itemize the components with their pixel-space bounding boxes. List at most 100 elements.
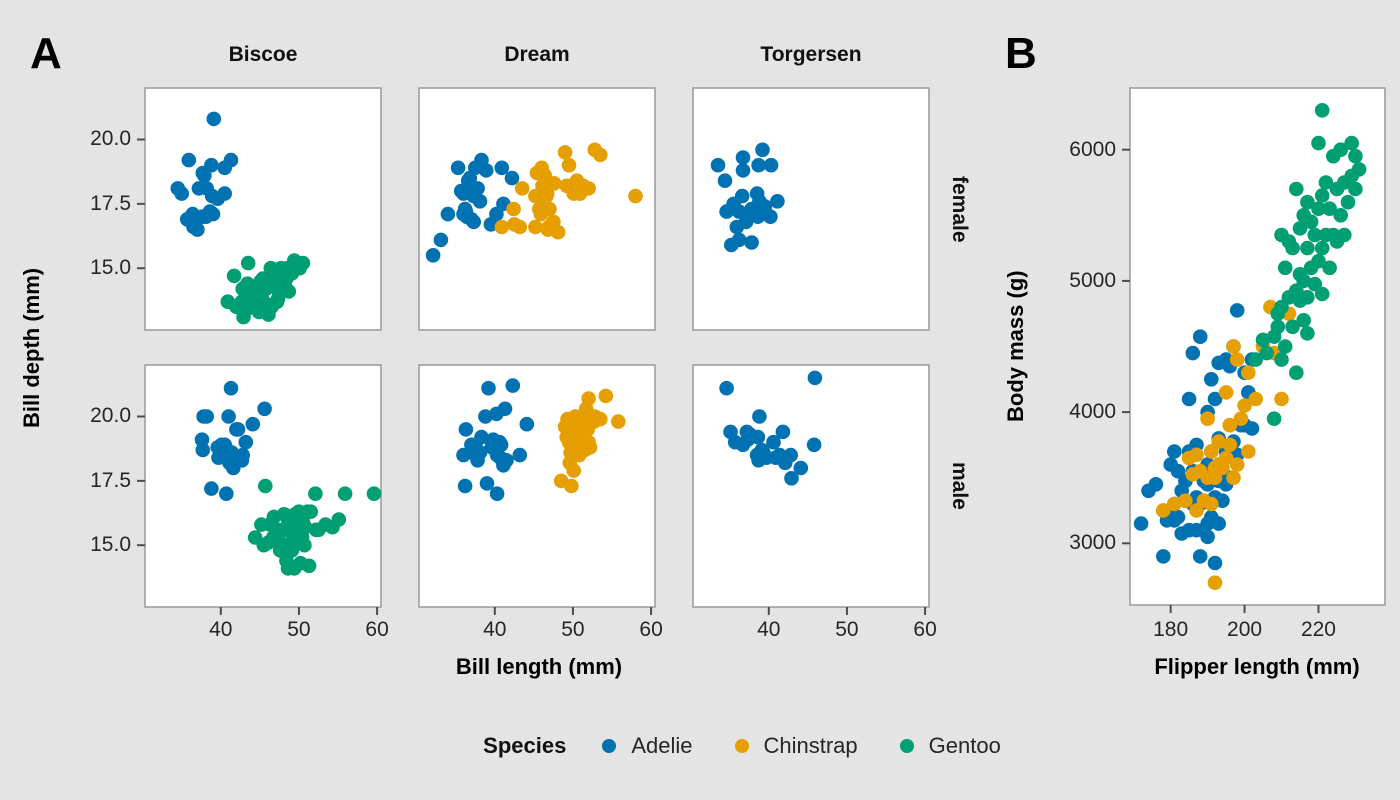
- data-point-adelie: [735, 150, 751, 165]
- panel-a-y-tick-label: 20.0: [90, 127, 131, 151]
- data-point-adelie: [1229, 303, 1245, 318]
- data-point-adelie: [174, 186, 189, 201]
- data-point-gentoo: [258, 478, 273, 494]
- data-point-adelie: [744, 235, 759, 250]
- panel-a-y-tick-label: 17.5: [90, 468, 131, 492]
- data-point-adelie: [1185, 345, 1201, 361]
- panel-b-y-axis-title: Body mass (g): [1003, 270, 1028, 423]
- data-point-adelie: [478, 163, 494, 178]
- data-point-adelie: [752, 409, 767, 424]
- data-point-adelie: [489, 486, 505, 501]
- panel-a-x-tick-label: 40: [209, 618, 233, 641]
- data-point-chinstrap: [598, 388, 614, 404]
- data-point-adelie: [195, 442, 211, 458]
- data-point-adelie: [766, 434, 781, 450]
- data-point-gentoo: [331, 512, 347, 527]
- legend-item-gentoo: Gentoo: [899, 733, 1001, 759]
- data-point-adelie: [806, 437, 822, 453]
- data-point-gentoo: [1266, 411, 1282, 427]
- legend-item-adelie: Adelie: [602, 733, 693, 759]
- data-point-gentoo: [1311, 201, 1326, 216]
- data-point-gentoo: [1259, 345, 1274, 361]
- data-point-gentoo: [1307, 227, 1323, 243]
- data-point-adelie: [205, 206, 221, 222]
- legend-label-chinstrap: Chinstrap: [763, 733, 858, 758]
- data-point-adelie: [440, 206, 456, 222]
- data-point-gentoo: [1311, 135, 1326, 151]
- data-point-adelie: [750, 429, 766, 445]
- data-point-gentoo: [1300, 240, 1315, 256]
- data-point-adelie: [504, 170, 520, 186]
- data-point-chinstrap: [1204, 496, 1219, 512]
- data-point-gentoo: [1344, 135, 1359, 151]
- panel-a-x-tick-label: 40: [757, 618, 781, 641]
- data-point-gentoo: [1277, 339, 1293, 354]
- panel-a-x-tick-label: 60: [913, 618, 937, 641]
- legend-dot-gentoo-icon: [899, 739, 914, 753]
- data-point-adelie: [238, 434, 254, 450]
- data-point-gentoo: [295, 255, 311, 271]
- data-point-gentoo: [1303, 214, 1319, 230]
- data-point-gentoo: [337, 486, 353, 501]
- data-point-gentoo: [1314, 103, 1330, 118]
- data-point-chinstrap: [542, 201, 557, 217]
- panel-b-label: B: [1005, 29, 1037, 78]
- data-point-chinstrap: [582, 440, 598, 455]
- data-point-gentoo: [1314, 240, 1330, 256]
- data-point-adelie: [734, 188, 750, 204]
- data-point-chinstrap: [561, 157, 577, 173]
- facet-col-header-biscoe: Biscoe: [228, 43, 298, 66]
- facet-row-strip-female: female: [948, 175, 971, 243]
- data-point-adelie: [1207, 391, 1223, 407]
- panel-background: [692, 364, 930, 608]
- data-point-chinstrap: [1218, 385, 1234, 400]
- data-point-adelie: [457, 478, 473, 494]
- data-point-chinstrap: [581, 181, 596, 196]
- data-point-adelie: [763, 157, 779, 173]
- data-point-chinstrap: [1178, 493, 1193, 509]
- data-point-adelie: [784, 471, 799, 486]
- data-point-adelie: [763, 209, 778, 224]
- data-point-adelie: [472, 445, 488, 460]
- data-point-gentoo: [1289, 365, 1304, 381]
- data-point-adelie: [433, 232, 449, 248]
- data-point-adelie: [466, 214, 481, 230]
- data-point-gentoo: [226, 268, 242, 284]
- data-point-adelie: [793, 460, 809, 476]
- facet-col-header-dream: Dream: [504, 43, 570, 66]
- data-point-gentoo: [1314, 188, 1330, 203]
- data-point-gentoo: [297, 519, 313, 535]
- data-point-chinstrap: [564, 478, 579, 494]
- data-point-adelie: [479, 476, 495, 491]
- panel-background: [418, 364, 656, 608]
- data-point-adelie: [775, 424, 791, 440]
- panel-a-x-tick-label: 40: [483, 618, 507, 641]
- facet-panel-biscoe-male: [137, 364, 382, 615]
- facet-col-header-torgersen: Torgersen: [760, 43, 862, 66]
- data-point-gentoo: [1333, 142, 1348, 157]
- data-point-chinstrap: [1237, 398, 1252, 413]
- data-point-gentoo: [1337, 227, 1352, 243]
- facet-panel-dream-male: [418, 364, 656, 615]
- data-point-chinstrap: [1156, 503, 1171, 518]
- panel-b-y-tick-label: 5000: [1069, 268, 1116, 292]
- data-point-gentoo: [240, 255, 256, 271]
- data-point-chinstrap: [593, 411, 608, 427]
- data-point-chinstrap: [1200, 411, 1215, 427]
- data-point-adelie: [197, 168, 212, 183]
- data-point-gentoo: [1285, 240, 1300, 256]
- data-point-adelie: [181, 152, 197, 168]
- data-point-chinstrap: [593, 147, 608, 163]
- data-point-adelie: [219, 486, 234, 501]
- data-point-chinstrap: [1189, 447, 1204, 463]
- data-point-adelie: [731, 232, 747, 248]
- data-point-adelie: [257, 401, 272, 417]
- data-point-chinstrap: [611, 414, 626, 429]
- data-point-adelie: [751, 157, 766, 173]
- panel-b-x-axis-title: Flipper length (mm): [1154, 654, 1360, 679]
- data-point-adelie: [470, 181, 485, 196]
- panel-a-y-tick-label: 15.0: [90, 533, 131, 557]
- data-point-adelie: [474, 429, 489, 445]
- data-point-adelie: [1200, 529, 1215, 545]
- data-point-adelie: [204, 157, 219, 173]
